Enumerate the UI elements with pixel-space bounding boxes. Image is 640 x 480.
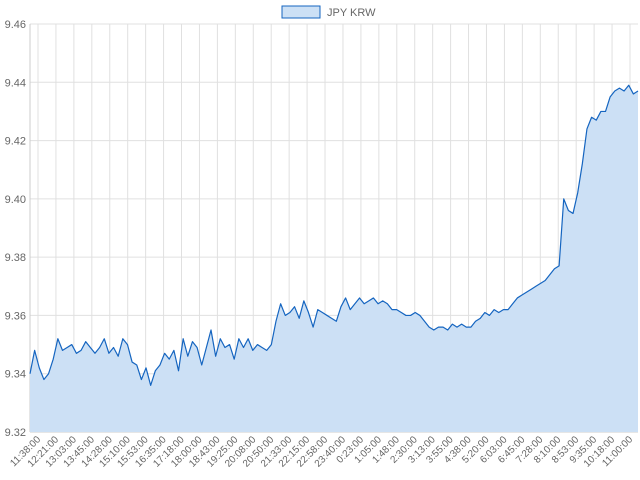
legend-label[interactable]: JPY KRW [327, 7, 376, 19]
y-tick-label: 9.32 [5, 427, 26, 439]
y-tick-label: 9.44 [5, 77, 26, 89]
y-tick-label: 9.36 [5, 310, 26, 322]
legend-swatch[interactable] [281, 5, 321, 19]
y-tick-label: 9.34 [5, 369, 26, 381]
y-tick-label: 9.46 [5, 19, 26, 31]
x-axis-ticks: 11:38:0012:21:0013:03:0013:45:0014:28:00… [8, 434, 635, 470]
y-tick-label: 9.42 [5, 136, 26, 148]
series-area-fill [30, 85, 638, 432]
y-tick-label: 9.40 [5, 194, 26, 206]
legend[interactable]: JPY KRW [281, 5, 376, 19]
series-line [29, 84, 639, 386]
series-area [29, 84, 639, 432]
y-tick-label: 9.38 [5, 252, 26, 264]
y-axis-ticks: 9.32 9.34 9.36 9.38 9.40 9.42 9.44 9.46 [5, 19, 26, 439]
